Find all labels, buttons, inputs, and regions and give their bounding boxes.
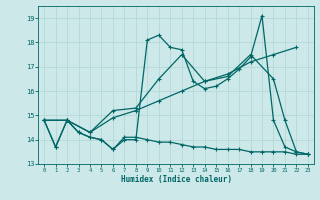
X-axis label: Humidex (Indice chaleur): Humidex (Indice chaleur) bbox=[121, 175, 231, 184]
